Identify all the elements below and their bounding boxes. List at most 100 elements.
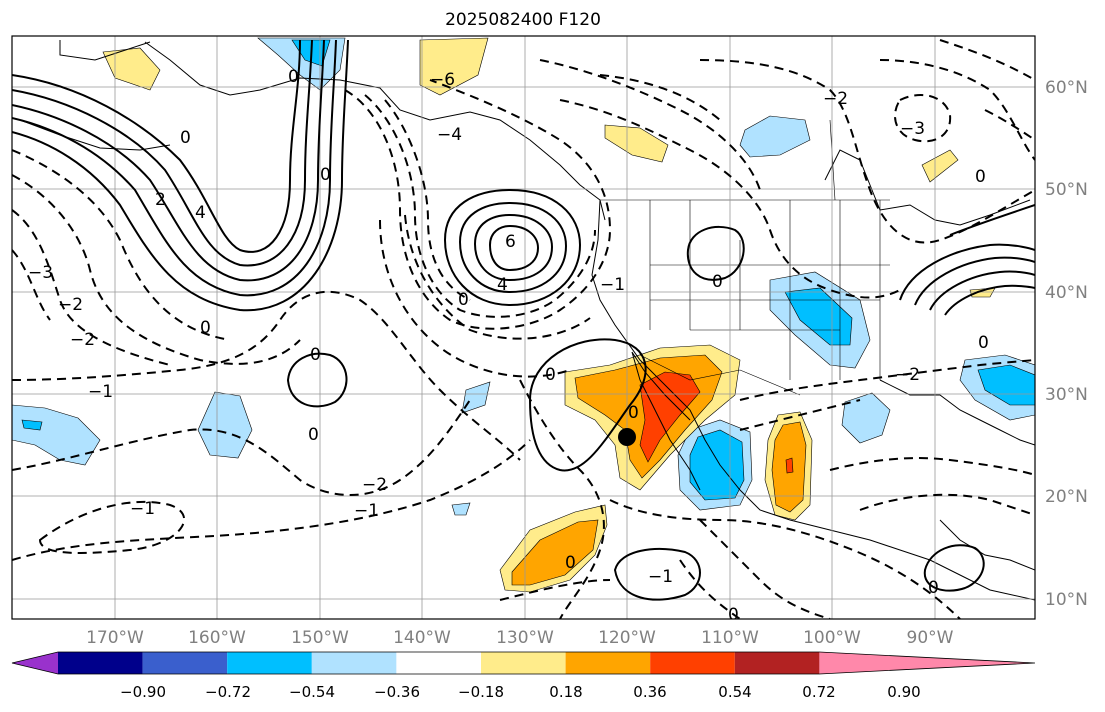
colorbar-segment [227, 652, 312, 674]
colorbar-tick: −0.36 [374, 683, 420, 701]
contour-label: 0 [180, 128, 191, 148]
shade-yellow-alaska [419, 37, 489, 96]
contour-label: 0 [310, 345, 321, 365]
contour-label: −4 [437, 125, 462, 145]
gridlines [12, 36, 1035, 619]
colorbar-ticks: −0.90 −0.72 −0.54 −0.36 −0.18 0.18 0.36 … [120, 683, 921, 701]
location-marker [618, 428, 636, 446]
contour-label: −2 [70, 330, 95, 350]
lon-label: 150°W [291, 628, 349, 648]
contour-label: 0 [545, 365, 556, 385]
lon-label: 130°W [496, 628, 554, 648]
shade-blue-gulf-east-core [977, 364, 1035, 406]
lat-label: 40°N [1045, 283, 1088, 303]
colorbar-tick: −0.18 [458, 683, 504, 701]
shade-yellow-bering [102, 47, 161, 91]
shade-blue-small [461, 381, 491, 414]
contour-label: −2 [895, 365, 920, 385]
colorbar-segment [734, 652, 820, 674]
shade-blue-plains-core [784, 287, 853, 346]
colorbar-tick: 0.72 [802, 683, 835, 701]
lon-label: 120°W [598, 628, 656, 648]
colorbar-segment [481, 652, 566, 674]
lon-label: 90°W [907, 628, 954, 648]
contour-label: −3 [28, 263, 53, 283]
shade-blue-gulf-west [841, 392, 891, 444]
colorbar-segment [396, 652, 481, 674]
shade-blue-canada [739, 115, 811, 158]
colorbar-tick: 0.54 [718, 683, 751, 701]
colorbar-extend-high [819, 652, 1035, 674]
contour-label: 4 [195, 203, 206, 223]
negative-contours [12, 39, 1035, 619]
colorbar-segment [311, 652, 397, 674]
colorbar-tick: −0.90 [120, 683, 166, 701]
contour-label: −1 [130, 499, 155, 519]
contour-label: 6 [505, 232, 516, 252]
map-title: 2025082400 F120 [445, 10, 601, 30]
contour-label: 0 [320, 165, 331, 185]
lat-label: 50°N [1045, 180, 1088, 200]
contour-label: 0 [200, 318, 211, 338]
contour-label: −2 [58, 295, 83, 315]
colorbar-tick: 0.36 [633, 683, 666, 701]
colorbar-tick: −0.72 [205, 683, 251, 701]
contour-label: −3 [900, 119, 925, 139]
lat-label: 30°N [1045, 385, 1088, 405]
contour-label: 0 [628, 403, 639, 423]
contour-label: 0 [565, 553, 576, 573]
contour-label: −1 [648, 567, 673, 587]
map-frame [11, 35, 1036, 620]
contour-label: 0 [975, 167, 986, 187]
shade-blue-mexico-core [689, 429, 745, 501]
borders [600, 119, 890, 396]
lat-label: 10°N [1045, 590, 1088, 610]
colorbar-outline [11, 651, 1036, 675]
contour-label: −6 [430, 70, 455, 90]
shade-blue-tiny [451, 502, 471, 516]
colorbar-tick: −0.54 [289, 683, 335, 701]
shaded-anomalies [12, 37, 1035, 593]
colorbar-segment [142, 652, 228, 674]
shade-blue-central-pac [197, 391, 253, 459]
contour-labels: −6 −4 0 2 4 6 4 −3 −2 −2 0 0 −1 0 −2 −1 … [28, 67, 989, 625]
contour-label: 0 [288, 67, 299, 87]
colorbar [11, 651, 1036, 675]
contour-label: 0 [728, 605, 739, 625]
shade-blue-hawaii-core [21, 419, 43, 431]
shade-yellow-bc [604, 124, 669, 163]
lon-label: 140°W [393, 628, 451, 648]
colorbar-segment [565, 652, 651, 674]
map-background [12, 36, 1035, 619]
latitude-labels: 60°N 50°N 40°N 30°N 20°N 10°N [1045, 78, 1088, 610]
shade-orange-tropic [511, 519, 599, 586]
lat-label: 60°N [1045, 78, 1088, 98]
contour-label: 0 [978, 333, 989, 353]
contour-label: −1 [88, 382, 113, 402]
shade-blue-hawaii [12, 404, 101, 466]
contour-label: 0 [458, 290, 469, 310]
shade-yellow-hudson [921, 149, 959, 183]
contour-label: 0 [712, 272, 723, 292]
contour-label: 0 [308, 425, 319, 445]
colorbar-tick: 0.90 [887, 683, 920, 701]
contour-label: 4 [497, 275, 508, 295]
longitude-labels: 170°W 160°W 150°W 140°W 130°W 120°W 110°… [86, 628, 954, 648]
contour-label: −2 [362, 475, 387, 495]
contour-label: −1 [600, 275, 625, 295]
lat-label: 20°N [1045, 487, 1088, 507]
contour-label: −2 [823, 89, 848, 109]
colorbar-segment [58, 652, 143, 674]
positive-contours [12, 39, 1035, 601]
colorbar-tick: 0.18 [549, 683, 582, 701]
shade-red-mexico-e [785, 457, 794, 474]
colorbar-segment [650, 652, 735, 674]
contour-label: −1 [354, 501, 379, 521]
contour-label: 2 [155, 190, 166, 210]
lon-label: 100°W [803, 628, 861, 648]
lon-label: 110°W [701, 628, 759, 648]
lon-label: 160°W [188, 628, 246, 648]
contour-label: 0 [928, 578, 939, 598]
